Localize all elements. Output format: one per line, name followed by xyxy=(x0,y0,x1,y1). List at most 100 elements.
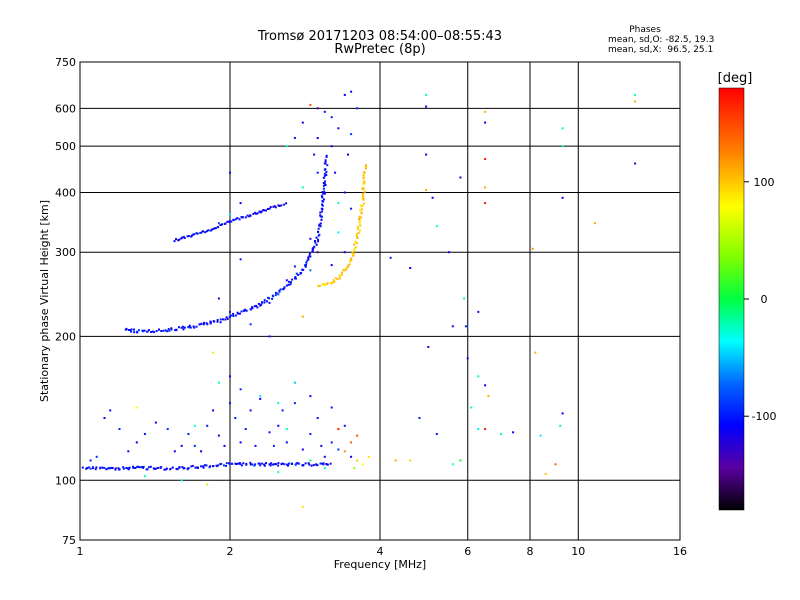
trace-point xyxy=(291,463,294,465)
trace-point xyxy=(321,204,324,207)
echo-point xyxy=(259,304,262,307)
echo-point xyxy=(343,191,346,194)
trace-point xyxy=(190,234,193,237)
echo-point xyxy=(356,107,359,110)
x-tick-label: 16 xyxy=(673,545,687,558)
trace-point xyxy=(340,271,343,274)
echo-point xyxy=(259,397,262,400)
trace-point xyxy=(329,462,332,465)
echo-point xyxy=(350,455,353,458)
trace-point xyxy=(321,215,323,218)
trace-point xyxy=(274,294,277,297)
echo-point xyxy=(301,315,304,318)
trace-point xyxy=(321,283,324,286)
trace-point xyxy=(342,269,345,272)
echo-point xyxy=(239,388,242,391)
echo-point xyxy=(500,433,503,435)
trace-point xyxy=(361,195,364,198)
x-tick-label: 4 xyxy=(377,545,384,558)
trace-point xyxy=(313,245,316,248)
trace-point xyxy=(320,194,323,197)
trace-point xyxy=(315,243,318,246)
trace-point xyxy=(251,463,254,466)
stats-line-x: mean, sd,X: 96.5, 25.1 xyxy=(608,45,713,55)
trace-point xyxy=(165,467,168,470)
trace-point xyxy=(212,228,215,230)
trace-point xyxy=(174,329,177,332)
echo-point xyxy=(356,459,359,462)
trace-point xyxy=(279,288,282,291)
trace-point xyxy=(283,463,286,466)
echo-point xyxy=(193,444,196,447)
trace-point xyxy=(294,276,297,279)
trace-point xyxy=(239,463,242,466)
trace-point xyxy=(325,283,328,286)
echo-point xyxy=(593,222,596,225)
trace-point xyxy=(245,462,248,465)
echo-point xyxy=(477,310,480,313)
trace-point xyxy=(268,207,271,210)
trace-point xyxy=(363,177,365,180)
trace-point xyxy=(160,330,163,332)
plot-frame xyxy=(79,61,681,541)
trace-point xyxy=(101,466,104,469)
trace-point xyxy=(317,227,320,230)
trace-point xyxy=(105,468,108,471)
echo-point xyxy=(316,417,319,419)
trace-point xyxy=(285,202,288,205)
trace-point xyxy=(325,463,328,466)
trace-point xyxy=(137,465,140,468)
echo-point xyxy=(200,450,203,453)
echo-point xyxy=(343,450,346,453)
echo-point xyxy=(259,395,262,398)
echo-point xyxy=(293,402,296,405)
trace-point xyxy=(243,308,246,311)
trace-point xyxy=(307,258,310,261)
trace-point xyxy=(354,246,357,249)
trace-point xyxy=(269,206,272,209)
trace-point xyxy=(195,232,198,235)
echo-point xyxy=(539,434,542,437)
trace-point xyxy=(283,203,286,206)
trace-point xyxy=(318,233,321,236)
trace-point xyxy=(357,231,360,234)
echo-point xyxy=(234,417,237,419)
trace-point xyxy=(183,237,186,239)
trace-point xyxy=(333,280,336,283)
trace-point xyxy=(146,330,149,333)
echo-point xyxy=(323,162,326,165)
trace-point xyxy=(332,279,335,282)
trace-point xyxy=(319,215,322,218)
trace-point xyxy=(307,256,310,259)
trace-point xyxy=(277,464,280,467)
trace-point xyxy=(125,327,128,330)
trace-point xyxy=(202,323,205,326)
echo-point xyxy=(239,202,242,205)
echo-points xyxy=(89,90,637,508)
echo-point xyxy=(244,428,247,430)
trace-point xyxy=(265,462,267,465)
trace-point xyxy=(325,156,328,158)
trace-point xyxy=(287,283,290,286)
echo-point xyxy=(301,121,304,124)
echo-point xyxy=(534,351,537,354)
echo-point xyxy=(330,116,333,119)
trace-point xyxy=(189,326,192,329)
trace-point xyxy=(275,463,277,466)
trace-point xyxy=(281,462,284,465)
echo-point xyxy=(316,251,319,254)
trace-point xyxy=(142,465,145,468)
echo-point xyxy=(293,137,296,139)
echo-point xyxy=(293,381,296,384)
trace-point xyxy=(164,468,167,471)
trace-point xyxy=(222,318,224,321)
echo-point xyxy=(484,202,487,205)
trace-point xyxy=(297,462,300,465)
trace-point xyxy=(106,467,109,470)
echo-point xyxy=(217,381,220,384)
x-axis-ticks: 1 2 4 6 8 10 16 xyxy=(77,545,688,558)
echo-point xyxy=(316,107,319,110)
trace-point xyxy=(203,321,206,324)
colorbar xyxy=(718,87,745,511)
trace-point xyxy=(361,186,364,189)
